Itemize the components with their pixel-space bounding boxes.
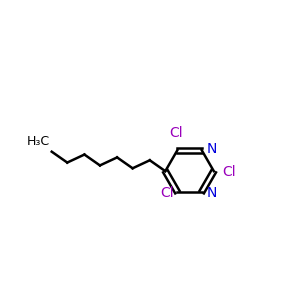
Text: Cl: Cl xyxy=(160,186,174,200)
Text: N: N xyxy=(207,186,217,200)
Text: H₃C: H₃C xyxy=(26,134,50,148)
Text: Cl: Cl xyxy=(223,165,236,179)
Text: Cl: Cl xyxy=(169,126,183,140)
Text: N: N xyxy=(207,142,217,156)
